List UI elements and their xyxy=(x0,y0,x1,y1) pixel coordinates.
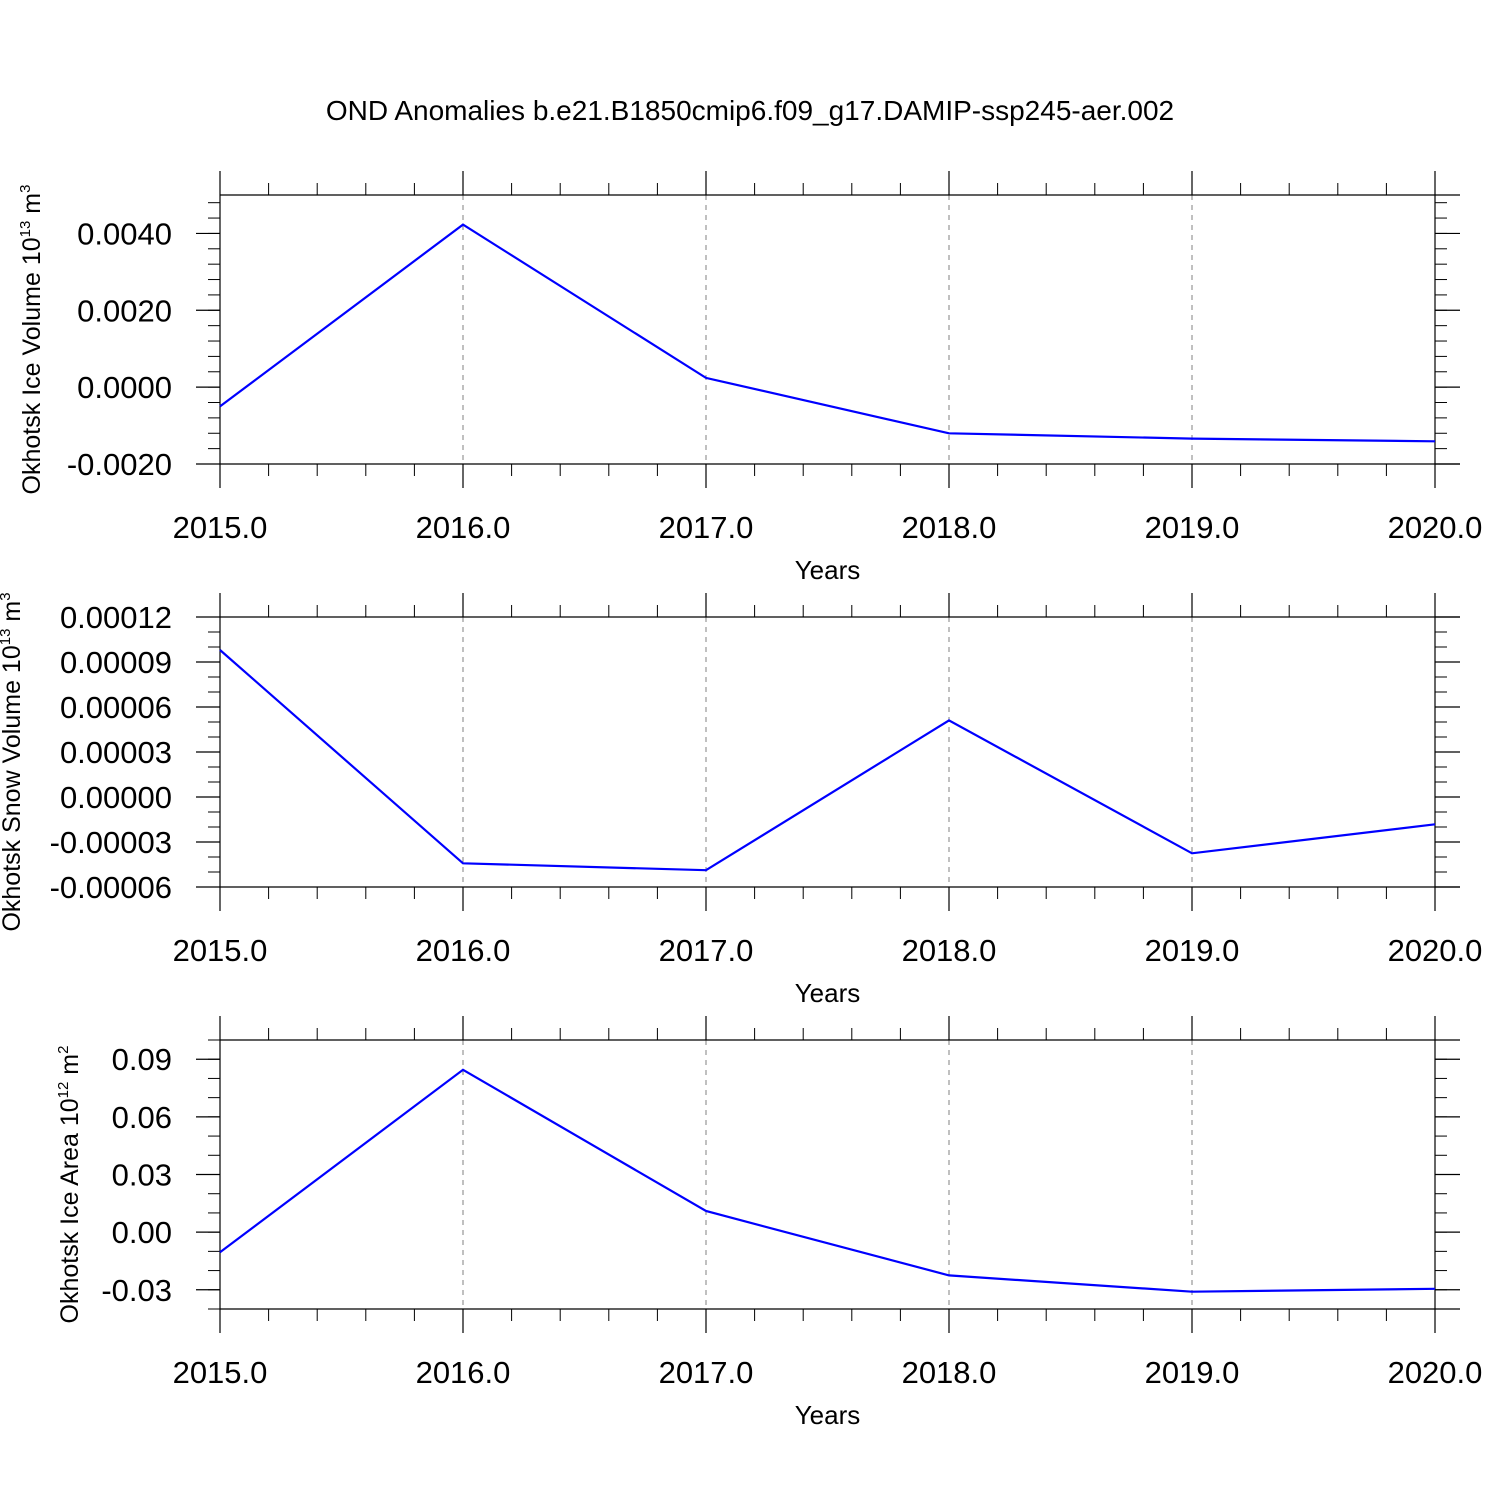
y-tick-label: 0.00006 xyxy=(60,690,172,725)
y-tick-label: 0.0020 xyxy=(77,293,172,328)
x-tick-label: 2016.0 xyxy=(416,510,511,545)
y-axis-title: Okhotsk Snow Volume 1013 m3 xyxy=(0,592,26,931)
x-tick-label: 2017.0 xyxy=(659,1355,754,1390)
y-axis-title-text: Okhotsk Ice Area 10 xyxy=(56,1098,84,1323)
chart-panel: 0.00012 0.00009 0.00006 0.00003 0.00000 -0.00… xyxy=(0,592,1482,1008)
series-line xyxy=(219,223,1436,443)
x-tick-label: 2017.0 xyxy=(659,933,754,968)
y-tick-label: 0.00012 xyxy=(60,600,172,635)
y-tick-label: 0.03 xyxy=(112,1158,172,1193)
y-axis-title-exponent: 13 xyxy=(17,221,34,238)
x-tick-label: 2018.0 xyxy=(902,933,997,968)
y-axis-title-exponent: 13 xyxy=(0,629,14,646)
y-axis-title-unit: m xyxy=(18,193,46,221)
x-tick-label: 2015.0 xyxy=(173,510,268,545)
y-axis-title: Okhotsk Ice Area 1012 m2 xyxy=(55,1046,84,1324)
x-tick-label: 2019.0 xyxy=(1145,510,1240,545)
x-tick-label: 2016.0 xyxy=(416,1355,511,1390)
x-tick-label: 2019.0 xyxy=(1145,1355,1240,1390)
y-tick-label: 0.00009 xyxy=(60,645,172,680)
series-line xyxy=(219,1068,1436,1293)
y-axis-title: Okhotsk Ice Volume 1013 m3 xyxy=(17,185,46,495)
y-tick-label: 0.0000 xyxy=(77,370,172,405)
y-tick-label: -0.0020 xyxy=(67,447,172,482)
chart-panel: 0.09 0.06 0.03 0.00 -0.03 2015.0 2016.0 2017.0 2… xyxy=(55,1016,1482,1430)
y-tick-label: -0.00006 xyxy=(50,870,172,905)
y-axis-title-unit-exponent: 3 xyxy=(0,592,14,600)
y-tick-label: 0.00003 xyxy=(60,735,172,770)
x-tick-label: 2018.0 xyxy=(902,510,997,545)
x-tick-label: 2016.0 xyxy=(416,933,511,968)
y-tick-label: 0.0040 xyxy=(77,216,172,251)
x-axis-title: Years xyxy=(795,978,861,1008)
y-axis-title-unit-exponent: 3 xyxy=(17,185,34,193)
x-tick-label: 2017.0 xyxy=(659,510,754,545)
y-tick-label: -0.03 xyxy=(101,1273,172,1308)
x-tick-label: 2020.0 xyxy=(1388,510,1483,545)
y-tick-label: -0.00003 xyxy=(50,825,172,860)
x-tick-label: 2020.0 xyxy=(1388,933,1483,968)
y-axis-title-text: Okhotsk Ice Volume 10 xyxy=(18,237,46,494)
x-axis-title: Years xyxy=(795,555,861,585)
x-tick-label: 2018.0 xyxy=(902,1355,997,1390)
x-tick-label: 2019.0 xyxy=(1145,933,1240,968)
y-tick-label: 0.09 xyxy=(112,1042,172,1077)
y-axis-title-unit: m xyxy=(0,601,26,629)
x-tick-label: 2020.0 xyxy=(1388,1355,1483,1390)
x-tick-label: 2015.0 xyxy=(173,933,268,968)
y-tick-label: 0.06 xyxy=(112,1100,172,1135)
y-tick-label: 0.00000 xyxy=(60,780,172,815)
series-line xyxy=(219,649,1436,872)
y-axis-title-unit-exponent: 2 xyxy=(55,1046,72,1054)
y-axis-title-text: Okhotsk Snow Volume 10 xyxy=(0,645,26,931)
y-tick-label: 0.00 xyxy=(112,1215,172,1250)
x-axis-title: Years xyxy=(795,1400,861,1430)
y-axis-title-exponent: 12 xyxy=(55,1082,72,1099)
x-tick-label: 2015.0 xyxy=(173,1355,268,1390)
figure-title: OND Anomalies b.e21.B1850cmip6.f09_g17.D… xyxy=(326,95,1174,126)
y-axis-title-unit: m xyxy=(56,1054,84,1082)
